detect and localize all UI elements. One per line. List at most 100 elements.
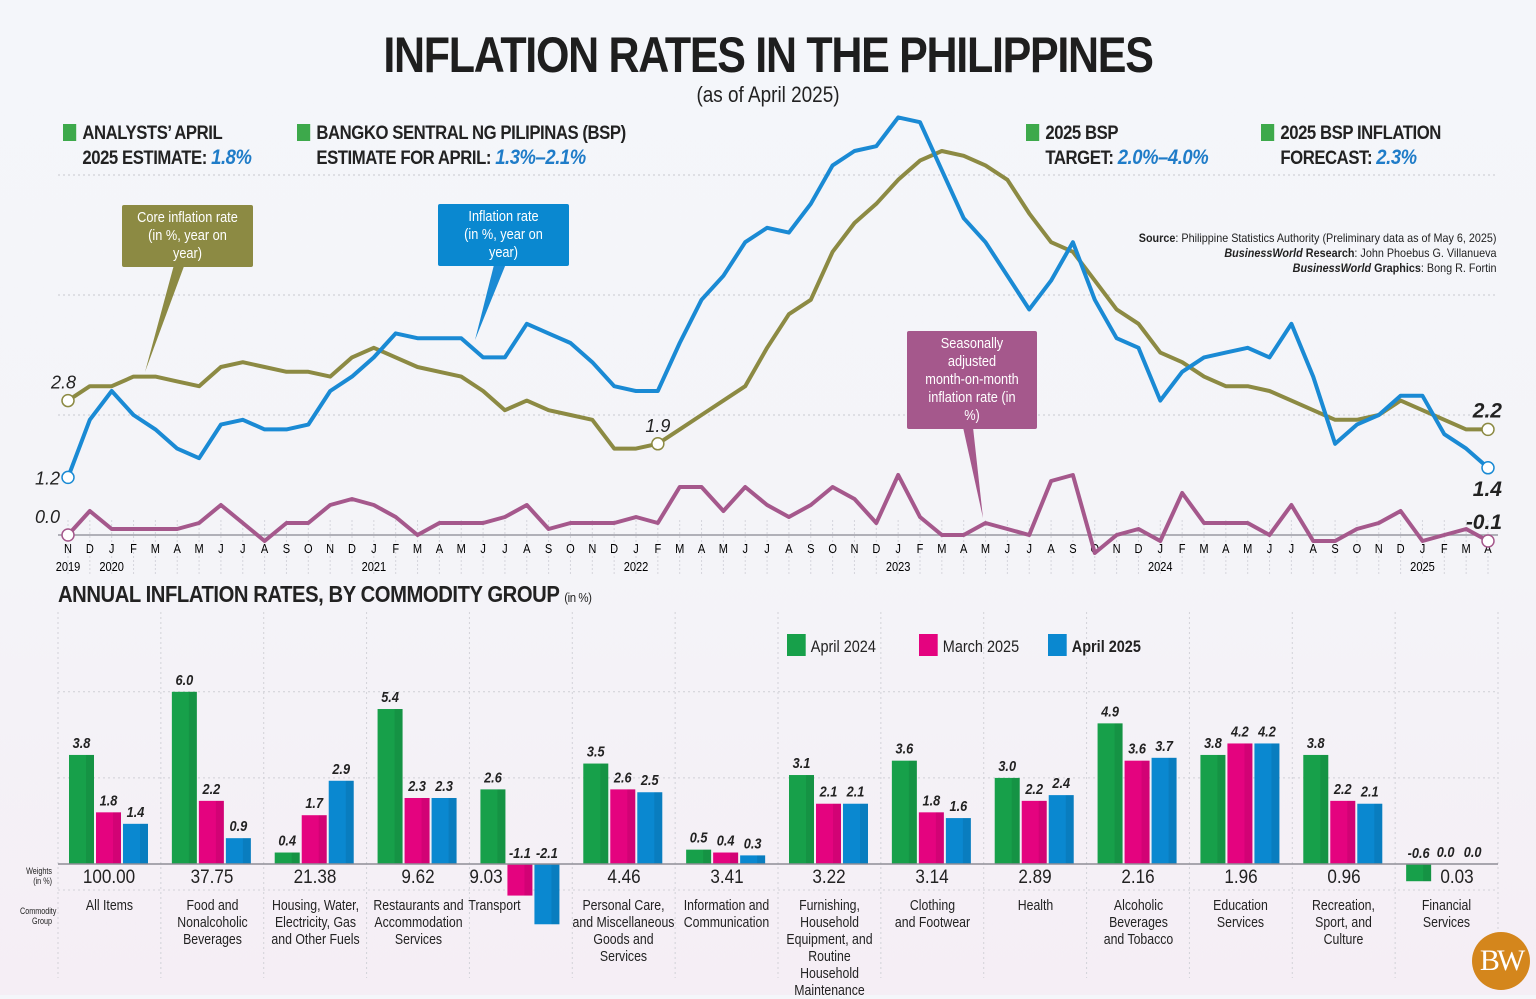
inflation-point bbox=[721, 274, 725, 278]
mom-point bbox=[787, 515, 791, 519]
core-point bbox=[350, 355, 354, 359]
category-label: All Items bbox=[58, 897, 161, 914]
green-square-icon bbox=[1261, 124, 1275, 141]
bar-march-2025 bbox=[1227, 743, 1253, 864]
month-label: J bbox=[633, 541, 639, 556]
annotation-marker bbox=[651, 437, 665, 451]
annotation-label: 2.2 bbox=[1472, 399, 1503, 422]
inflation-point bbox=[503, 355, 507, 359]
bar-shade bbox=[1141, 760, 1150, 864]
category-weight: 9.03 bbox=[469, 867, 503, 888]
mom-point bbox=[1333, 539, 1337, 543]
year-label: 2022 bbox=[624, 559, 649, 574]
inflation-point bbox=[1289, 322, 1293, 326]
bar-april-2025 bbox=[328, 780, 354, 864]
bar-april-2025 bbox=[534, 864, 560, 925]
mom-point bbox=[306, 521, 310, 525]
month-label: F bbox=[1179, 541, 1186, 556]
category-label-line: Transport bbox=[468, 897, 521, 914]
inflation-point bbox=[1071, 240, 1075, 244]
bar-value-label: 2.2 bbox=[202, 780, 221, 797]
month-label: J bbox=[1158, 541, 1164, 556]
core-point bbox=[1158, 351, 1162, 355]
bar-april-2024 bbox=[69, 754, 94, 864]
year-label: 2019 bbox=[56, 559, 81, 574]
category-weight: 2.16 bbox=[1121, 867, 1155, 888]
bar-april-2025 bbox=[123, 823, 148, 864]
bar-april-2025 bbox=[1048, 795, 1074, 864]
callout-text: (in %, year on year) bbox=[464, 226, 543, 261]
core-point bbox=[1224, 384, 1228, 388]
category-label-line: Recreation, bbox=[1312, 897, 1376, 914]
core-point bbox=[962, 154, 966, 158]
month-label: D bbox=[610, 541, 618, 556]
bar-shade bbox=[86, 754, 94, 864]
category-label: Recreation, Sport, and Culture bbox=[1292, 897, 1395, 948]
inflation-point bbox=[131, 413, 136, 417]
bar-value-label: 6.0 bbox=[175, 671, 193, 688]
mom-point bbox=[1005, 527, 1009, 531]
category-label-line: Electricity, Gas bbox=[274, 914, 356, 931]
core-point bbox=[1202, 375, 1206, 379]
month-label: S bbox=[283, 541, 290, 556]
mom-point bbox=[284, 521, 289, 525]
bar-april-2025 bbox=[225, 838, 251, 864]
core-point bbox=[678, 427, 682, 431]
core-point bbox=[721, 399, 725, 403]
month-label: S bbox=[1069, 541, 1076, 556]
bar-april-2024 bbox=[377, 709, 403, 864]
month-label: D bbox=[1134, 541, 1142, 556]
category-label: Personal Care, and Miscellaneous Goods and… bbox=[572, 897, 675, 965]
mom-point bbox=[962, 533, 966, 537]
inflation-point bbox=[1399, 394, 1403, 398]
category-label-line: and Other Fuels bbox=[271, 931, 360, 948]
category-label: Information and Communication bbox=[675, 897, 778, 931]
weights-unit: (in %) bbox=[33, 876, 52, 886]
category-label-line: and Footwear bbox=[894, 914, 970, 931]
category-label-line: Routine Household bbox=[800, 948, 859, 982]
core-point bbox=[1464, 427, 1468, 431]
bar-april-2024 bbox=[789, 775, 814, 864]
inflation-point bbox=[699, 298, 704, 302]
key-figure-value: 2.0%–4.0% bbox=[1117, 146, 1209, 169]
mom-inflation-callout: Seasonally adjusted month-on-month infla… bbox=[907, 331, 1037, 429]
callout-text: Seasonally adjusted bbox=[940, 335, 1004, 370]
bar-value-label: 2.1 bbox=[1360, 783, 1379, 800]
month-label: O bbox=[1353, 541, 1362, 556]
inflation-point bbox=[1005, 274, 1009, 278]
month-label: J bbox=[1005, 541, 1011, 556]
category-label-line: Accommodation bbox=[373, 914, 463, 931]
source-credits: Source: Philippine Statistics Authority … bbox=[1139, 231, 1497, 276]
graphics-name: : Bong R. Fortin bbox=[1421, 261, 1497, 275]
category-label-line: and Miscellaneous bbox=[572, 914, 675, 931]
bar-april-2025 bbox=[945, 818, 971, 864]
inflation-point bbox=[787, 231, 791, 235]
core-point bbox=[612, 447, 616, 451]
mom-point bbox=[940, 533, 944, 537]
category-label-line: Education bbox=[1213, 897, 1269, 914]
inflation-point bbox=[918, 120, 922, 124]
group-label: Commodity bbox=[20, 906, 57, 916]
bar-shade bbox=[1271, 743, 1280, 864]
mom-point bbox=[481, 521, 485, 525]
category-label-line: Information and bbox=[683, 897, 770, 914]
year-label: 2020 bbox=[99, 559, 124, 574]
mom-point bbox=[656, 521, 660, 525]
core-point bbox=[328, 375, 332, 379]
core-point bbox=[568, 413, 573, 417]
core-point bbox=[918, 159, 922, 163]
annotation-marker bbox=[61, 528, 75, 542]
inflation-point bbox=[1115, 336, 1119, 340]
mom-point bbox=[1202, 521, 1206, 525]
category-weight: 37.75 bbox=[190, 867, 234, 888]
mom-point bbox=[721, 509, 725, 513]
month-label: J bbox=[764, 541, 770, 556]
bar-shade bbox=[1374, 803, 1383, 864]
mom-point bbox=[1180, 491, 1184, 495]
category-label: Financial Services bbox=[1395, 897, 1498, 931]
bar-shade bbox=[242, 838, 251, 864]
mom-point bbox=[175, 527, 179, 531]
weights-row-label: Weights (in %) bbox=[20, 866, 52, 886]
key-figure-bsp-forecast: 2025 BSP INFLATION FORECAST: 2.3% bbox=[1261, 122, 1441, 171]
mom-point bbox=[743, 485, 747, 489]
